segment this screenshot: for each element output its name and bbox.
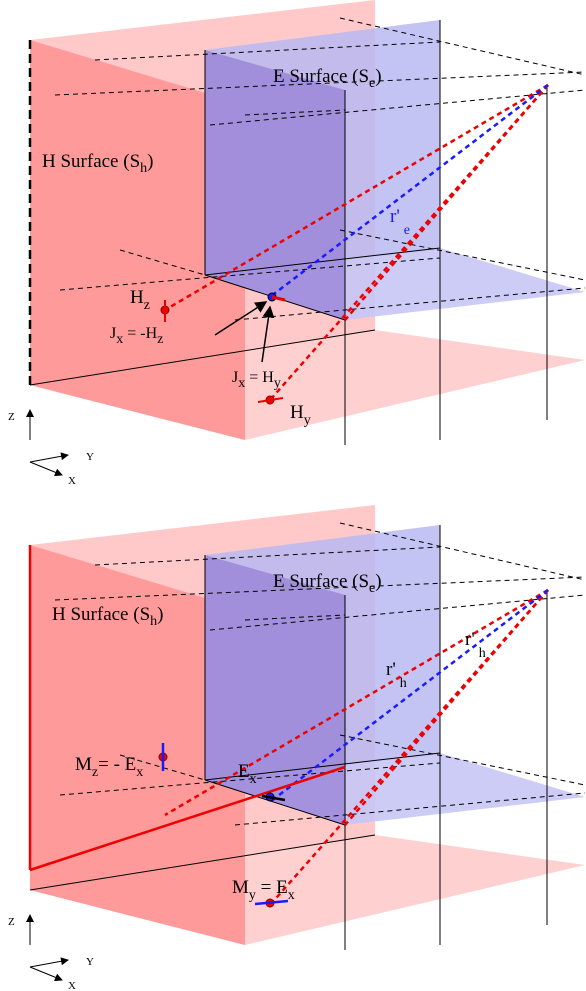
panel-top: E Surface (Se) H Surface (Sh) r'e Hz Jx … <box>8 0 585 487</box>
text-part: r' <box>465 629 475 650</box>
text-part: x <box>238 376 245 391</box>
axis-label: X <box>68 475 76 487</box>
axis-label: Z <box>8 916 15 928</box>
text-part: H Surface (S <box>52 604 150 625</box>
diagram: E Surface (Se) H Surface (Sh) r'e Hz Jx … <box>0 0 586 991</box>
axis-label: Z <box>8 411 15 423</box>
text-part: H Surface (S <box>42 151 140 172</box>
text-part: h <box>140 161 147 176</box>
text-part: y <box>274 376 281 391</box>
text-part: M <box>75 754 92 775</box>
text-part: ) <box>147 151 153 172</box>
text-part: H <box>290 402 304 423</box>
text-part: z <box>157 332 163 347</box>
text-part: h <box>150 614 157 629</box>
text-part: x <box>288 888 295 903</box>
text-part: ) <box>375 66 381 87</box>
text-part: = H <box>245 369 274 386</box>
text-part: E <box>238 761 250 782</box>
text-part: H <box>130 287 144 308</box>
text-part: E Surface (S <box>273 66 369 87</box>
text-part: r' <box>390 206 400 227</box>
text-part: h <box>400 676 407 691</box>
panel-bottom: E Surface (Se) H Surface (Sh) r'h r'h Ex… <box>8 505 585 991</box>
text-part: z <box>144 298 150 313</box>
text-part: r' <box>386 659 396 680</box>
text-part: e <box>404 223 410 238</box>
text-part: = - E <box>98 754 136 775</box>
axis-label: X <box>68 980 76 991</box>
text-part: ) <box>157 604 163 625</box>
text-part: x <box>116 332 123 347</box>
text-part: h <box>479 646 486 661</box>
text-part: x <box>136 765 143 780</box>
text-part: E Surface (S <box>273 571 369 592</box>
text-part: = -H <box>123 325 157 342</box>
text-part: y <box>249 888 256 903</box>
axis-label: Y <box>86 451 94 463</box>
text-part: ) <box>375 571 381 592</box>
text-part: x <box>250 772 257 787</box>
text-part: M <box>232 877 249 898</box>
axis-label: Y <box>86 956 94 968</box>
text-part: = E <box>256 877 288 898</box>
text-part: y <box>304 413 311 428</box>
